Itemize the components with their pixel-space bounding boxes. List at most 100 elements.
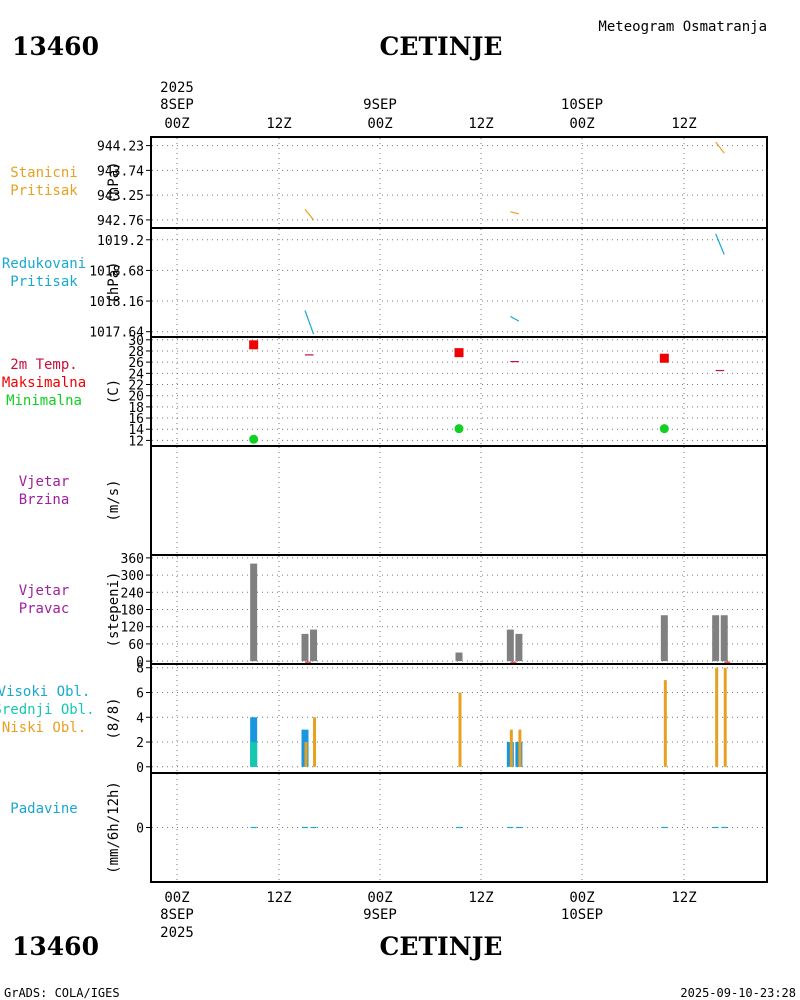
panel-label: Pritisak (10, 274, 78, 290)
y-tick-label: 20 (128, 390, 144, 405)
station-id-bottom: 13460 (12, 932, 99, 961)
top-hour-label: 00Z (367, 116, 392, 132)
y-tick-label: 18 (128, 401, 144, 416)
panel-frame (150, 772, 768, 883)
top-hour-label: 12Z (468, 116, 493, 132)
low-cloud-bar (663, 680, 667, 767)
top-year-label: 2025 (160, 80, 194, 96)
low-cloud-bar (304, 742, 308, 767)
max-temp-marker (659, 353, 669, 363)
panel-label: Vjetar (19, 474, 70, 490)
top-hour-label: 12Z (671, 116, 696, 132)
wind-direction-bar (506, 629, 514, 662)
y-tick-label: 240 (121, 586, 144, 601)
y-tick-label: 14 (128, 423, 144, 438)
wind-direction-bar (250, 563, 258, 662)
pressure-segment (304, 208, 315, 221)
pressure-segment (715, 233, 725, 255)
wind-direction-bar (455, 652, 463, 662)
y-axis-unit: (hPa) (106, 161, 122, 203)
bottom-hour-label: 12Z (468, 890, 493, 906)
bottom-hour-label: 00Z (569, 890, 594, 906)
pressure-segment (304, 310, 315, 335)
wind-direction-bar (310, 629, 318, 662)
panel-frame (150, 554, 768, 665)
bottom-date-label: 9SEP (363, 907, 397, 923)
wind-direction-bar (301, 633, 309, 662)
y-tick-label: 0 (136, 822, 144, 837)
y-tick-label: 8 (136, 662, 144, 677)
y-tick-label: 360 (121, 552, 144, 567)
y-tick-label: 944.23 (97, 140, 144, 155)
top-hour-label: 12Z (266, 116, 291, 132)
panel-label: Srednji Obl. (0, 702, 95, 718)
low-cloud-bar (509, 729, 513, 767)
low-cloud-bar (723, 667, 727, 767)
y-tick-label: 120 (121, 621, 144, 636)
y-tick-label: 0 (136, 761, 144, 776)
bottom-hour-label: 12Z (266, 890, 291, 906)
wind-direction-bar (515, 633, 523, 662)
low-cloud-bar (518, 729, 522, 767)
station-name-top: CETINJE (380, 32, 503, 61)
y-tick-label: 22 (128, 379, 144, 394)
y-tick-label: 300 (121, 569, 144, 584)
y-tick-label: 1018.16 (89, 295, 144, 310)
y-tick-label: 2 (136, 736, 144, 751)
y-tick-label: 60 (128, 638, 144, 653)
low-cloud-bar (313, 717, 317, 767)
bottom-year-label: 2025 (160, 925, 194, 941)
y-tick-label: 6 (136, 686, 144, 701)
mid-cloud-bar (250, 742, 258, 767)
bottom-date-label: 8SEP (160, 907, 194, 923)
top-date-label: 10SEP (561, 97, 603, 113)
top-hour-label: 00Z (569, 116, 594, 132)
y-axis-unit: (8/8) (106, 697, 122, 739)
y-axis-unit: (mm/6h/12h) (106, 781, 122, 874)
panel-label: Brzina (19, 492, 70, 508)
panel-label: Visoki Obl. (0, 684, 90, 700)
pressure-segment (510, 315, 520, 322)
bottom-hour-label: 12Z (671, 890, 696, 906)
panel-label: Pritisak (10, 183, 78, 199)
footer-credit: GrADS: COLA/IGES (4, 986, 120, 1000)
y-tick-label: 28 (128, 345, 144, 360)
y-tick-label: 1019.2 (97, 234, 144, 249)
panel-label: 2m Temp. (10, 357, 77, 373)
y-axis-unit: (C) (106, 379, 122, 404)
bottom-hour-label: 00Z (164, 890, 189, 906)
min-temp-marker (249, 434, 259, 444)
bottom-hour-label: 00Z (367, 890, 392, 906)
panel-frame (150, 445, 768, 556)
y-tick-label: 1018.68 (89, 264, 144, 279)
y-axis-unit: (stepeni) (106, 572, 122, 648)
wind-direction-bar (660, 615, 668, 662)
station-id-top: 13460 (12, 32, 99, 61)
panel-label: Vjetar (19, 583, 70, 599)
y-tick-label: 943.25 (97, 189, 144, 204)
wind-direction-bar (712, 615, 720, 662)
station-name-bottom: CETINJE (380, 932, 503, 961)
y-tick-label: 26 (128, 356, 144, 371)
min-temp-marker (454, 424, 464, 434)
panel-label: Stanicni (10, 165, 77, 181)
y-axis-unit: (hPa) (106, 261, 122, 303)
high-cloud-bar (250, 717, 258, 767)
y-tick-label: 12 (128, 434, 144, 449)
pressure-segment (715, 141, 725, 154)
panel-frame (150, 227, 768, 338)
low-cloud-bar (715, 667, 719, 767)
top-hour-label: 00Z (164, 116, 189, 132)
max-temp-marker (249, 340, 259, 350)
y-tick-label: 16 (128, 412, 144, 427)
y-tick-label: 0 (136, 655, 144, 670)
y-tick-label: 24 (128, 367, 144, 382)
pressure-segment (510, 211, 520, 215)
max-temp-marker (454, 348, 464, 358)
panel-frame (150, 136, 768, 229)
y-tick-label: 30 (128, 334, 144, 349)
y-tick-label: 1017.64 (89, 326, 144, 341)
